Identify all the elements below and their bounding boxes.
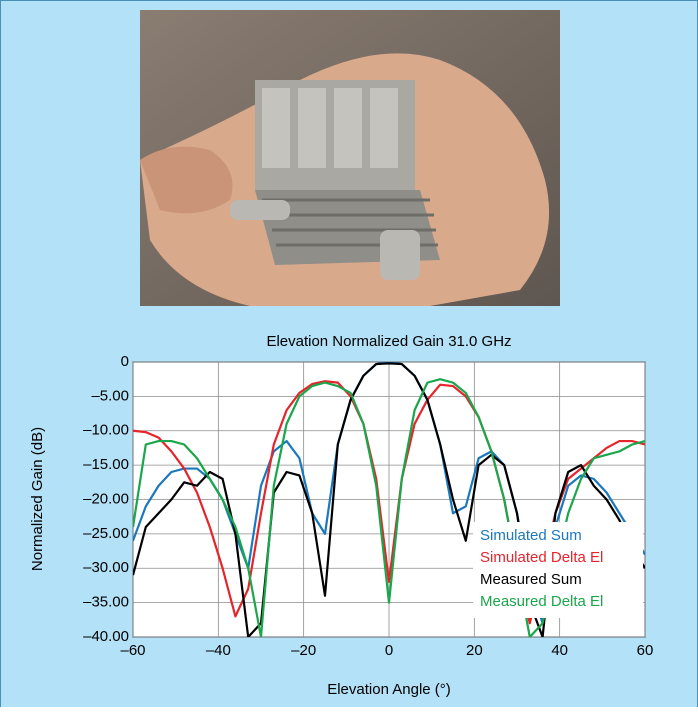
series-line bbox=[133, 362, 645, 637]
y-tick-label: –15.00 bbox=[83, 456, 129, 473]
legend: Simulated Sum Simulated Delta El Measured … bbox=[480, 527, 603, 610]
chart-title: Elevation Normalized Gain 31.0 GHz bbox=[266, 333, 511, 350]
x-tick-label: 0 bbox=[385, 642, 393, 659]
y-tick-label: –5.00 bbox=[91, 387, 129, 404]
x-tick-label: 40 bbox=[551, 642, 568, 659]
y-tick-label: –20.00 bbox=[83, 490, 129, 507]
y-axis-label: Normalized Gain (dB) bbox=[29, 427, 46, 571]
x-tick-label: 20 bbox=[466, 642, 483, 659]
x-tick-label: –20 bbox=[291, 642, 316, 659]
y-tick-label: –40.00 bbox=[83, 628, 129, 645]
x-tick-label: 60 bbox=[637, 642, 654, 659]
legend-label: Measured Sum bbox=[480, 571, 582, 588]
y-tick-label: –35.00 bbox=[83, 594, 129, 611]
x-axis-label: Elevation Angle (°) bbox=[327, 681, 451, 698]
legend-box bbox=[473, 522, 643, 618]
x-tick-label: –60 bbox=[120, 642, 145, 659]
y-tick-label: –10.00 bbox=[83, 422, 129, 439]
x-tick-label: –40 bbox=[206, 642, 231, 659]
photo bbox=[140, 10, 560, 307]
y-tick-label: –30.00 bbox=[83, 559, 129, 576]
y-tick-label: –25.00 bbox=[83, 525, 129, 542]
legend-label: Measured Delta El bbox=[480, 593, 603, 610]
legend-label: Simulated Delta El bbox=[480, 549, 603, 566]
legend-label: Simulated Sum bbox=[480, 527, 582, 544]
y-tick-label: 0 bbox=[121, 353, 129, 370]
